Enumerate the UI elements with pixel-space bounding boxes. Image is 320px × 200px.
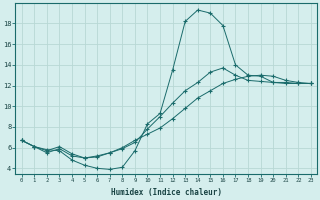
X-axis label: Humidex (Indice chaleur): Humidex (Indice chaleur) xyxy=(111,188,222,197)
